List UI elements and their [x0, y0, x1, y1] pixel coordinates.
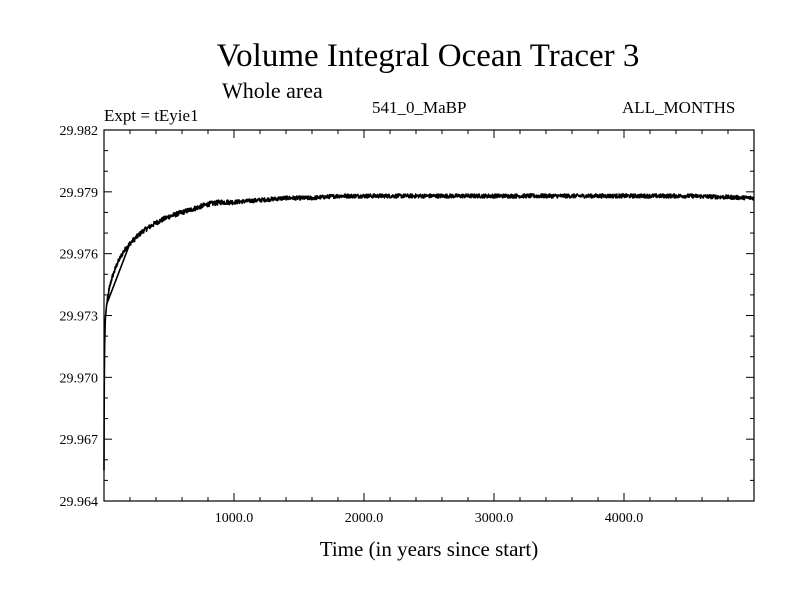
y-tick-label: 29.967 [60, 433, 99, 448]
chart-subtitle: Whole area [222, 78, 323, 103]
x-tick-label: 3000.0 [475, 511, 514, 526]
y-tick-label: 29.976 [60, 248, 99, 263]
period-label: 541_0_MaBP [372, 98, 467, 117]
y-tick-label: 29.982 [60, 124, 99, 139]
y-tick-label: 29.979 [60, 186, 99, 201]
y-tick-label: 29.970 [60, 371, 99, 386]
series-line-tracer-3 [103, 193, 755, 471]
chart-title: Volume Integral Ocean Tracer 3 [216, 38, 640, 74]
axis-ticks [104, 129, 754, 502]
months-label: ALL_MONTHS [622, 98, 736, 117]
x-axis-label: Time (in years since start) [319, 537, 539, 561]
x-tick-label: 4000.0 [605, 511, 644, 526]
axis-tick-labels: 1000.0 2000.0 3000.0 4000.0 29.964 29.967 29.9… [60, 124, 644, 526]
plot-frame [103, 129, 755, 502]
x-tick-label: 2000.0 [345, 511, 384, 526]
x-tick-label: 1000.0 [215, 511, 254, 526]
y-tick-label: 29.973 [60, 310, 99, 325]
y-tick-label: 29.964 [60, 495, 99, 510]
experiment-label: Expt = tEyie1 [104, 106, 199, 125]
